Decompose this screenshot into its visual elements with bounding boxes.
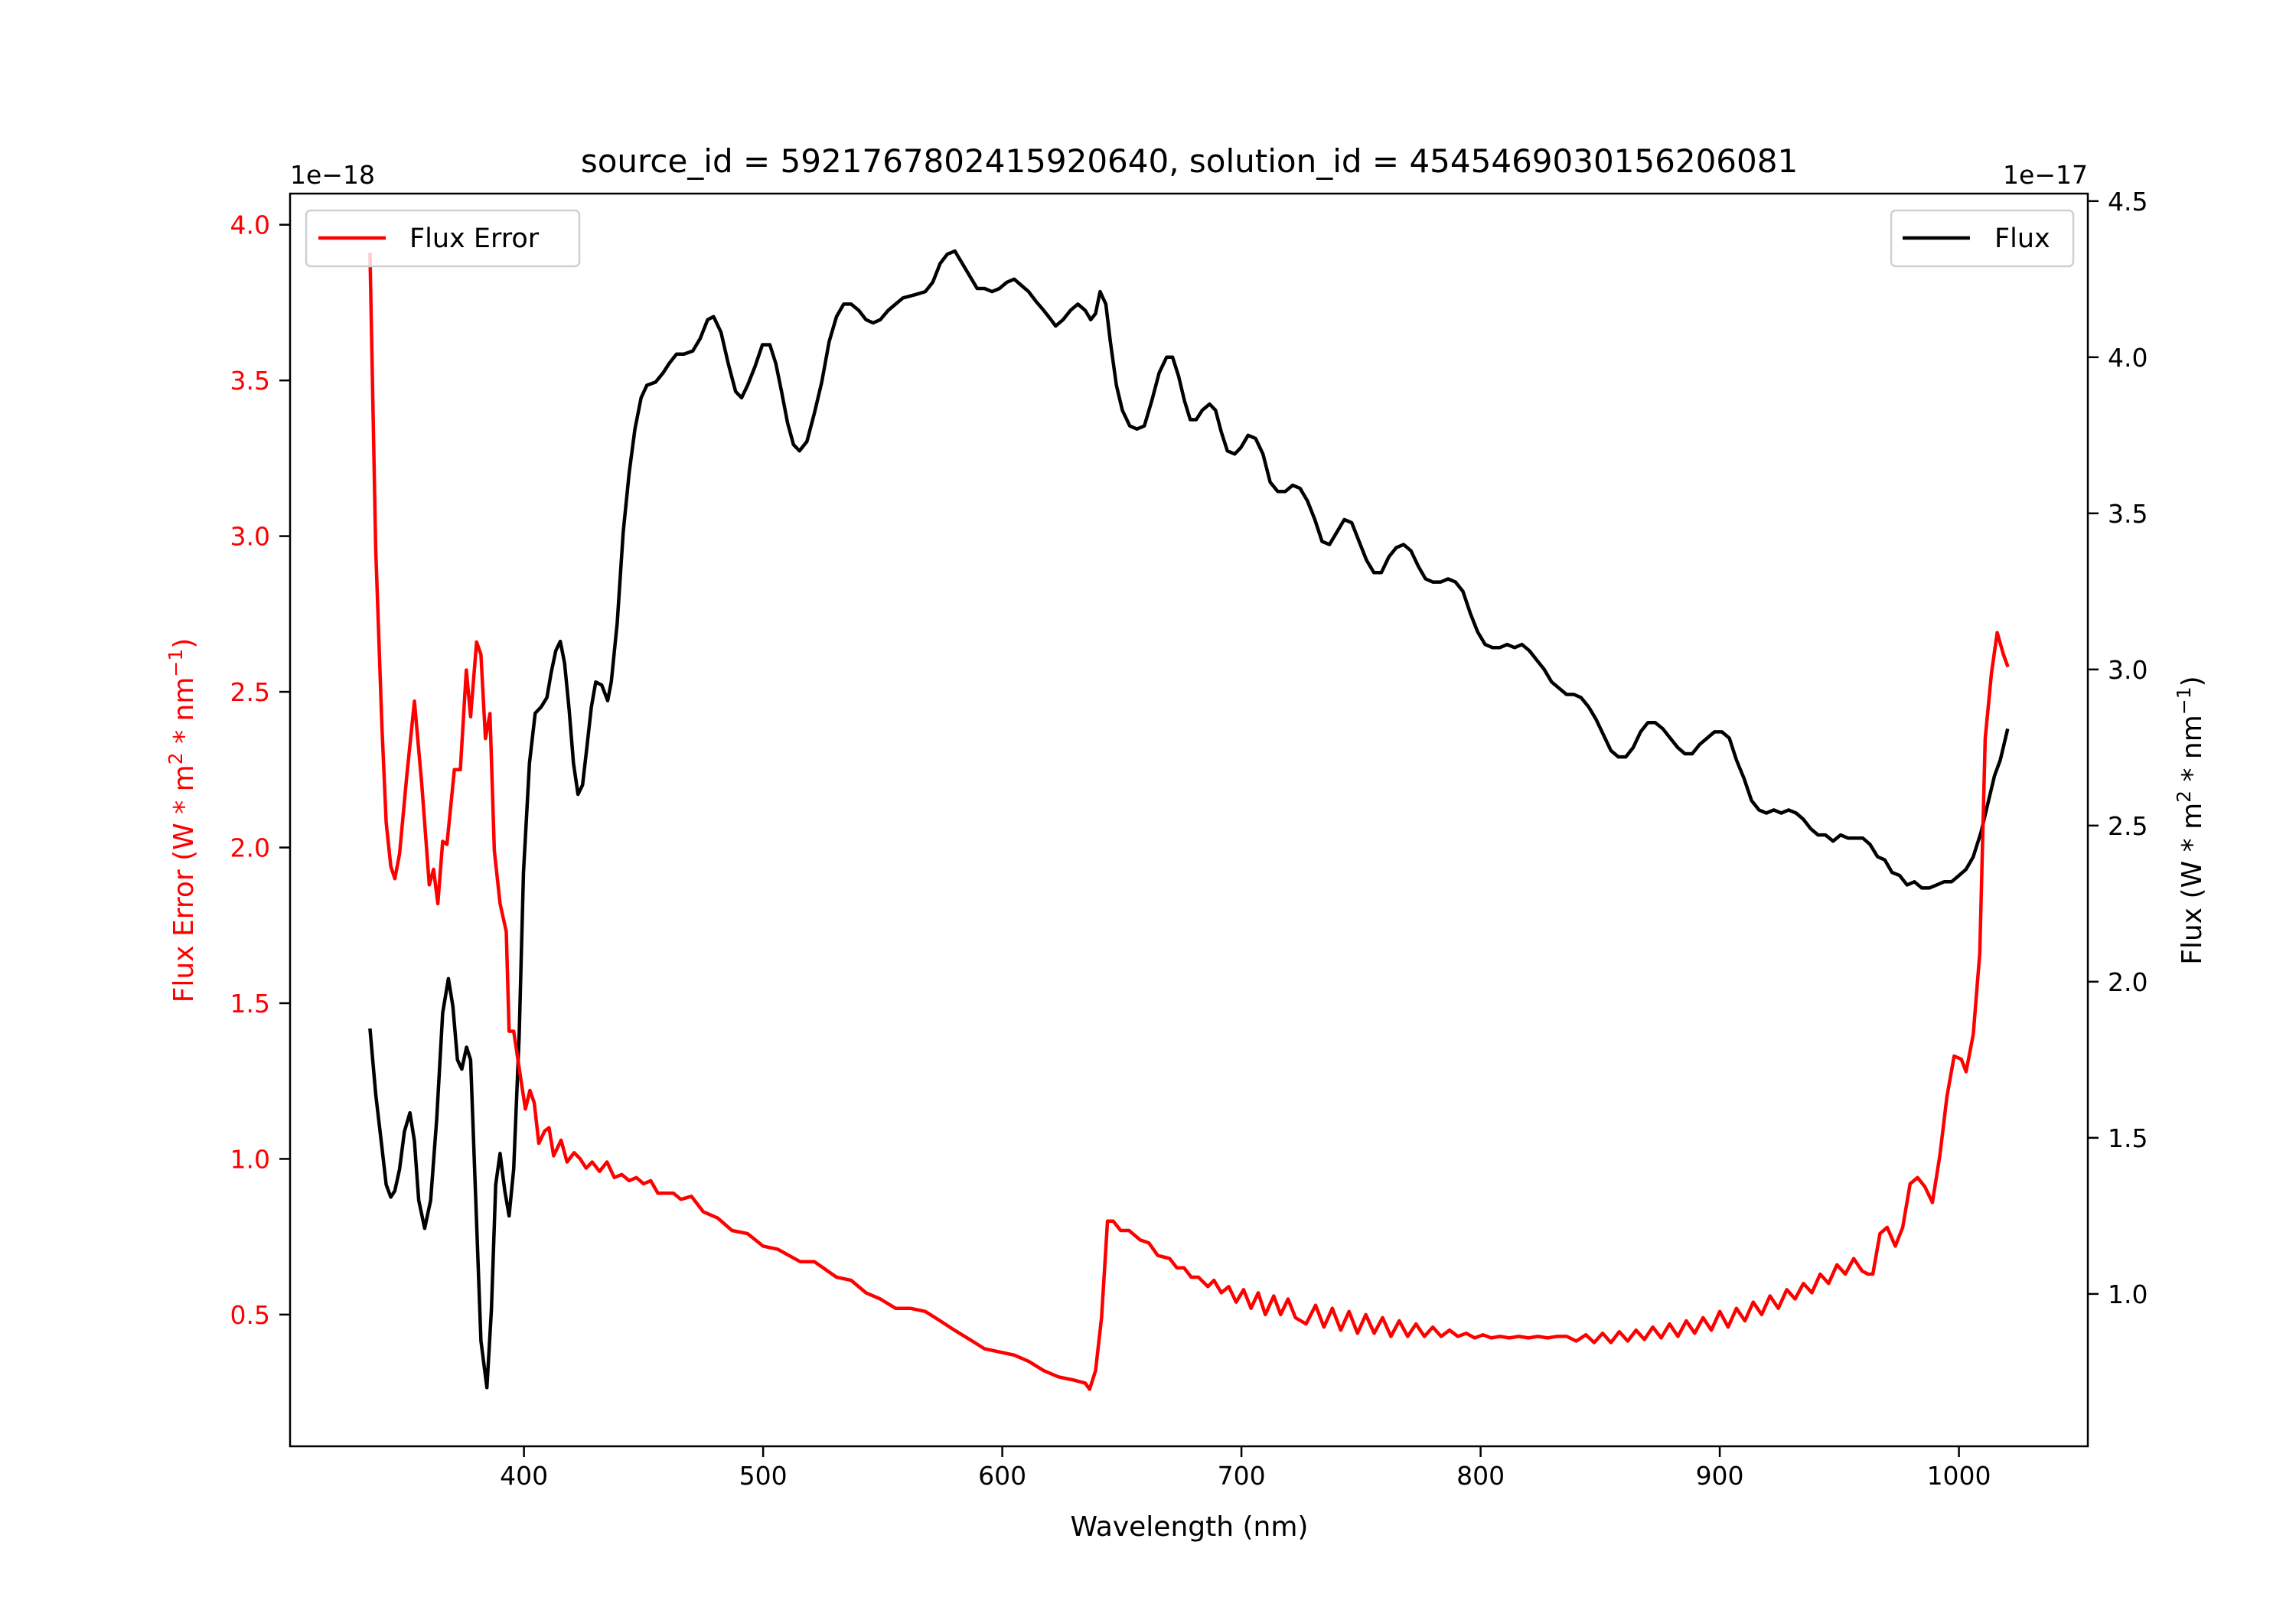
legend-right: Flux [1890,209,2075,268]
label-part: ) [168,638,200,649]
y-tick-label-right: 4.0 [2108,343,2148,373]
label-part: Flux (W * m [2177,803,2208,965]
y-tick-label-left: 0.5 [230,1300,270,1330]
chart-title: source_id = 5921767802415920640, solutio… [581,142,1798,180]
y-tick-label-left: 3.5 [230,366,270,396]
axes-frame [289,192,2089,1448]
y-tick-label-left: 2.5 [230,677,270,707]
label-part: ) [2177,676,2208,686]
legend-box [305,209,581,268]
x-tick-label: 1000 [1927,1461,1991,1491]
y-tick-label-right: 1.0 [2108,1279,2148,1309]
label-part: * nm [168,677,200,753]
y-tick-label-left: 3.0 [230,522,270,552]
offset-left: 1e−18 [290,160,375,190]
y-tick-label-right: 4.5 [2108,187,2148,217]
y-tick-label-left: 1.5 [230,989,270,1019]
legend-box [1890,209,2075,268]
y-tick-label-right: 3.5 [2108,499,2148,529]
legend-label-flux: Flux [1994,223,2050,254]
x-tick-label: 500 [739,1461,788,1491]
y-tick-label-right: 2.0 [2108,967,2148,997]
x-tick-label: 700 [1218,1461,1266,1491]
label-sup: 2 [2173,790,2195,803]
label-part: * nm [2177,715,2208,790]
series-line-flux [368,249,2010,1390]
series-line-flux-error [368,253,2010,1391]
offset-right: 1e−17 [2003,160,2088,190]
x-axis-label: Wavelength (nm) [1071,1511,1309,1543]
legend-left: Flux Error [305,209,581,268]
y-axis-label-right: Flux (W * m2 * nm−1) [2173,676,2209,964]
x-tick-label: 900 [1696,1461,1744,1491]
y-tick-label-left: 1.0 [230,1144,270,1174]
x-tick-label: 600 [978,1461,1026,1491]
label-sup: 2 [165,752,187,764]
y-tick-label-left: 4.0 [230,210,270,240]
label-sup: −1 [165,649,187,677]
legend-label-flux-error: Flux Error [409,223,540,254]
label-sup: −1 [2173,686,2195,715]
y-axis-label-left: Flux Error (W * m2 * nm−1) [165,638,201,1003]
label-part: Flux Error (W * m [168,764,200,1002]
y-tick-label-left: 2.0 [230,833,270,863]
x-tick-label: 400 [500,1461,548,1491]
y-tick-label-right: 3.0 [2108,655,2148,685]
y-tick-label-right: 1.5 [2108,1123,2148,1153]
x-tick-label: 800 [1456,1461,1505,1491]
y-tick-label-right: 2.5 [2108,811,2148,841]
